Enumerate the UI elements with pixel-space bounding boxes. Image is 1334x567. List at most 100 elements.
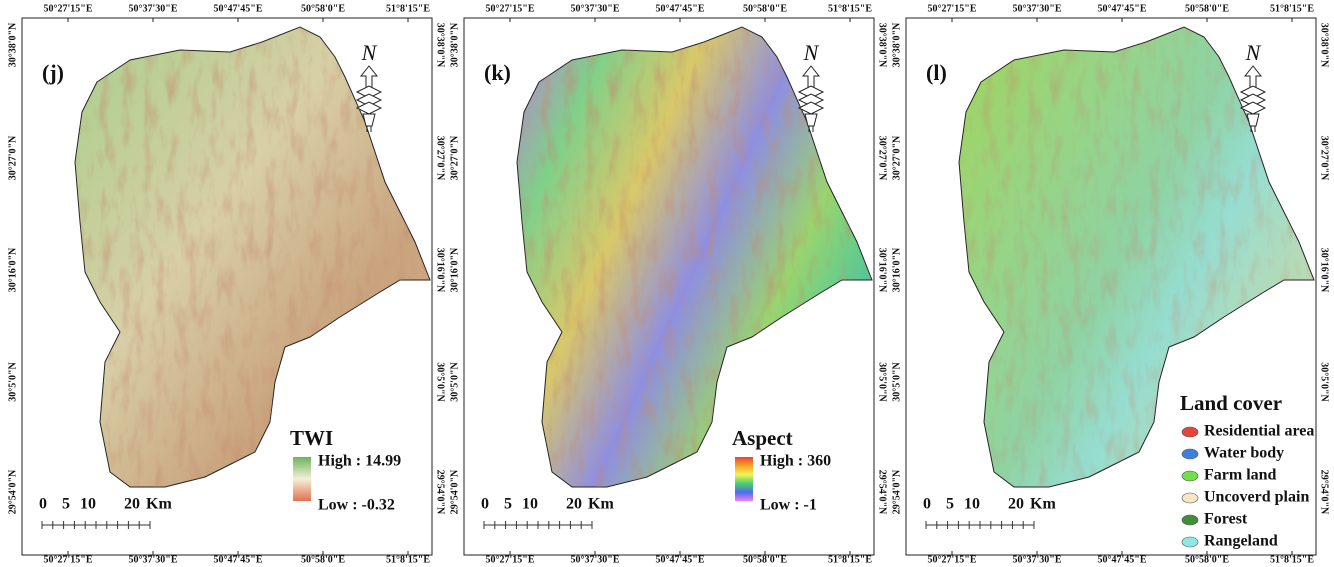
longitude-label: 50°37'30"E	[571, 554, 620, 565]
scale-label: 5	[62, 496, 70, 513]
map-panel: 50°27'15"E 50°27'15"E 50°37'30"E 50°37'30"E…	[891, 3, 1329, 565]
longitude-label: 50°27'15"E	[486, 554, 535, 565]
scale-label: 10	[522, 496, 538, 513]
longitude-label: 50°27'15"E	[928, 3, 977, 14]
longitude-label: 50°58'0"E	[301, 554, 345, 565]
latitude-label: 30°5'0"N	[877, 362, 888, 402]
legend-label: Water body	[1204, 445, 1284, 462]
longitude-label: 50°37'30"E	[129, 554, 178, 565]
longitude-label: 50°47'45"E	[214, 554, 263, 565]
latitude-label: 29°54'0"N	[891, 469, 902, 514]
panel-label: (l)	[926, 60, 947, 85]
scale-label: 20	[566, 496, 582, 513]
longitude-label: 50°47'45"E	[656, 3, 705, 14]
legend-swatch	[1182, 449, 1198, 459]
latitude-label: 30°27'0"N	[877, 136, 888, 181]
latitude-label: 30°38'0"N	[1319, 23, 1330, 68]
longitude-label: 51°8'15"E	[828, 554, 872, 565]
scale-unit: Km	[588, 496, 614, 513]
legend-low: Low : -1	[760, 497, 817, 514]
longitude-label: 51°8'15"E	[828, 3, 872, 14]
latitude-label: 29°54'0"N	[449, 469, 460, 514]
legend-label: Farm land	[1204, 467, 1277, 484]
map-panel: 50°27'15"E 50°27'15"E 50°37'30"E 50°37'30"E…	[449, 3, 887, 565]
scale-label: 20	[1008, 496, 1024, 513]
longitude-label: 50°27'15"E	[486, 3, 535, 14]
longitude-label: 50°47'45"E	[1098, 554, 1147, 565]
longitude-label: 50°37'30"E	[571, 3, 620, 14]
legend-title: TWI	[290, 426, 333, 450]
figure: 50°27'15"E 50°27'15"E 50°37'30"E 50°37'30"E…	[0, 0, 1334, 567]
scale-label: 20	[124, 496, 140, 513]
legend-high: High : 14.99	[318, 453, 401, 470]
panel-label: (j)	[42, 60, 64, 85]
legend-label: Uncoverd plain	[1204, 489, 1309, 506]
longitude-label: 50°37'30"E	[1013, 3, 1062, 14]
scale-label: 5	[946, 496, 954, 513]
longitude-label: 50°37'30"E	[1013, 554, 1062, 565]
latitude-label: 30°27'0"N	[1319, 136, 1330, 181]
longitude-label: 50°37'30"E	[129, 3, 178, 14]
scale-unit: Km	[1030, 496, 1056, 513]
longitude-label: 50°58'0"E	[743, 3, 787, 14]
longitude-label: 50°47'45"E	[656, 554, 705, 565]
scale-label: 10	[80, 496, 96, 513]
scale-label: 0	[39, 496, 47, 513]
longitude-label: 50°27'15"E	[44, 3, 93, 14]
scale-label: 10	[964, 496, 980, 513]
longitude-label: 50°58'0"E	[1185, 554, 1229, 565]
north-label: N	[1245, 40, 1262, 65]
latitude-label: 30°38'0"N	[435, 23, 446, 68]
latitude-label: 29°54'0"N	[7, 469, 18, 514]
legend-ramp	[735, 457, 753, 501]
longitude-label: 50°58'0"E	[1185, 3, 1229, 14]
legend-swatch	[1182, 471, 1198, 481]
scale-label: 5	[504, 496, 512, 513]
latitude-label: 30°27'0"N	[435, 136, 446, 181]
legend-title: Aspect	[732, 426, 793, 450]
legend-label: Rangeland	[1204, 533, 1278, 550]
latitude-label: 30°38'0"N	[891, 22, 902, 67]
legend-label: Forest	[1204, 511, 1248, 528]
panel-label: (k)	[484, 60, 511, 85]
latitude-label: 30°38'0"N	[877, 23, 888, 68]
latitude-label: 30°27'0"N	[7, 135, 18, 180]
latitude-label: 30°5'0"N	[1319, 362, 1330, 402]
latitude-label: 30°5'0"N	[435, 362, 446, 402]
scale-unit: Km	[146, 496, 172, 513]
latitude-label: 30°16'0"N	[435, 248, 446, 293]
legend-swatch	[1182, 493, 1198, 503]
longitude-label: 51°8'15"E	[386, 3, 430, 14]
latitude-label: 30°16'0"N	[1319, 248, 1330, 293]
latitude-label: 30°5'0"N	[7, 361, 18, 401]
map-panel: 50°27'15"E 50°27'15"E 50°37'30"E 50°37'30"E…	[7, 3, 445, 565]
latitude-label: 30°16'0"N	[449, 247, 460, 292]
legend-ramp	[293, 457, 311, 501]
latitude-label: 30°16'0"N	[7, 247, 18, 292]
longitude-label: 51°8'15"E	[1270, 554, 1314, 565]
legend-swatch	[1182, 515, 1198, 525]
scale-label: 0	[923, 496, 931, 513]
latitude-label: 30°27'0"N	[449, 135, 460, 180]
latitude-label: 30°5'0"N	[449, 361, 460, 401]
longitude-label: 51°8'15"E	[386, 554, 430, 565]
longitude-label: 50°27'15"E	[44, 554, 93, 565]
north-label: N	[361, 40, 378, 65]
latitude-label: 29°54'0"N	[877, 470, 888, 515]
longitude-label: 51°8'15"E	[1270, 3, 1314, 14]
latitude-label: 30°38'0"N	[449, 22, 460, 67]
legend-low: Low : -0.32	[318, 497, 395, 514]
legend-title: Land cover	[1180, 391, 1282, 415]
longitude-label: 50°47'45"E	[1098, 3, 1147, 14]
legend-swatch	[1182, 427, 1198, 437]
scale-label: 0	[481, 496, 489, 513]
latitude-label: 30°16'0"N	[877, 248, 888, 293]
legend-label: Residential area	[1204, 423, 1314, 440]
latitude-label: 30°27'0"N	[891, 135, 902, 180]
latitude-label: 29°54'0"N	[435, 470, 446, 515]
north-label: N	[803, 40, 820, 65]
latitude-label: 29°54'0"N	[1319, 470, 1330, 515]
longitude-label: 50°58'0"E	[301, 3, 345, 14]
longitude-label: 50°27'15"E	[928, 554, 977, 565]
legend-swatch	[1182, 537, 1198, 547]
